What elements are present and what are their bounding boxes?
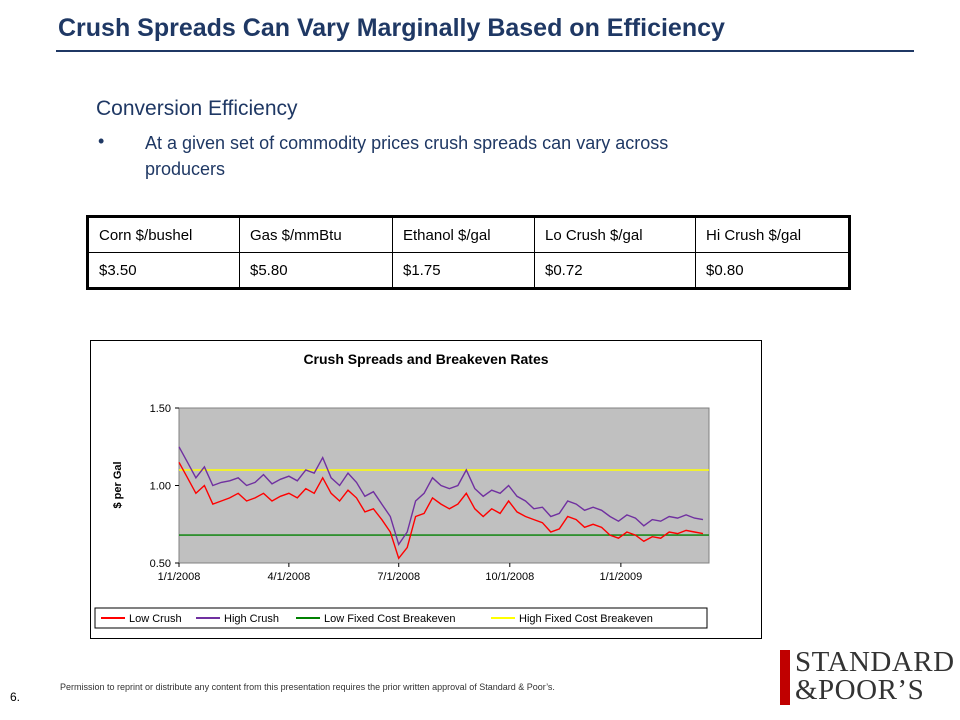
x-tick-label: 4/1/2008 — [267, 571, 310, 583]
standard-poors-logo: STANDARD &POOR’S — [795, 646, 955, 706]
series-line-high-crush — [178, 446, 704, 547]
table-header-cell: Ethanol $/gal — [392, 216, 535, 253]
table-cell: $0.80 — [695, 252, 850, 289]
legend-box — [94, 607, 708, 629]
chart-title: Crush Spreads and Breakeven Rates — [303, 351, 548, 367]
x-tick-label: 10/1/2008 — [485, 571, 534, 583]
table-cell: $1.75 — [392, 252, 535, 289]
bullet-text: At a given set of commodity prices crush… — [145, 133, 669, 179]
y-tick-label: 1.50 — [150, 403, 171, 415]
chart-frame: Crush Spreads and Breakeven Rates $ per … — [90, 340, 762, 639]
y-axis-label: $ per Gal — [112, 461, 124, 508]
page-number: 6. — [10, 690, 21, 704]
legend-label: High Fixed Cost Breakeven — [519, 613, 653, 625]
table-header-row: Corn $/bushel Gas $/mmBtu Ethanol $/gal … — [87, 216, 850, 253]
table-header-cell: Lo Crush $/gal — [534, 216, 696, 253]
x-tick-label: 7/1/2008 — [377, 571, 420, 583]
logo-line-2: &POOR’S — [795, 674, 925, 706]
table-header-cell: Gas $/mmBtu — [239, 216, 393, 253]
table-cell: $5.80 — [239, 252, 393, 289]
plot-area — [178, 407, 710, 564]
x-axis: 1/1/2008 4/1/2008 7/1/2008 10/1/2008 1/1/200… — [158, 563, 642, 583]
legend-label: Low Fixed Cost Breakeven — [324, 613, 455, 625]
series-line-low-crush — [178, 461, 704, 560]
table-header-cell: Hi Crush $/gal — [695, 216, 850, 253]
permission-notice: Permission to reprint or distribute any … — [60, 682, 555, 692]
slide-title: Crush Spreads Can Vary Marginally Based … — [58, 14, 725, 42]
logo-line-1: STANDARD — [795, 646, 955, 678]
legend-label: Low Crush — [129, 613, 182, 625]
legend-label: High Crush — [224, 613, 279, 625]
chart-legend: Low Crush High Crush Low Fixed Cost Breake… — [101, 613, 653, 625]
price-table: Corn $/bushel Gas $/mmBtu Ethanol $/gal … — [86, 215, 851, 290]
y-tick-label: 1.00 — [150, 481, 171, 493]
series-lines — [178, 446, 709, 560]
table-header-cell: Corn $/bushel — [87, 216, 240, 253]
table-row: $3.50 $5.80 $1.75 $0.72 $0.80 — [87, 252, 850, 289]
section-subheading: Conversion Efficiency — [96, 97, 298, 120]
logo-accent-bar — [780, 650, 790, 705]
x-tick-label: 1/1/2008 — [158, 571, 201, 583]
title-divider — [56, 50, 914, 52]
bullet-marker: • — [98, 131, 105, 151]
crush-spread-chart: Crush Spreads and Breakeven Rates $ per … — [94, 351, 710, 629]
table-cell: $0.72 — [534, 252, 696, 289]
y-axis: 0.50 1.00 1.50 — [150, 403, 179, 570]
table-cell: $3.50 — [87, 252, 240, 289]
y-tick-label: 0.50 — [150, 558, 171, 570]
x-tick-label: 1/1/2009 — [599, 571, 642, 583]
